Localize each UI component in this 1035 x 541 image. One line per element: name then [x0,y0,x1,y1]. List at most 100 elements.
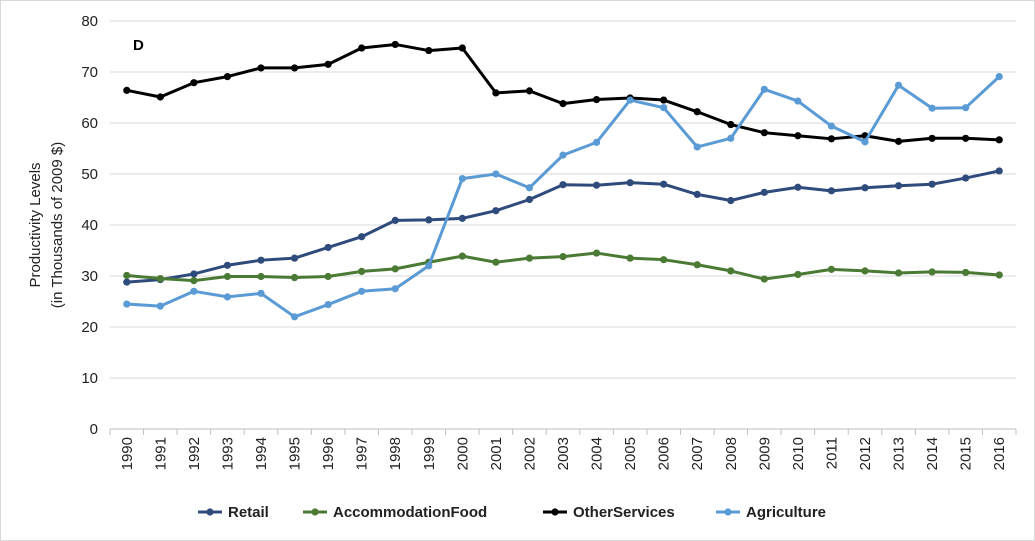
data-point [223,261,232,269]
data-point [391,265,399,273]
data-point [727,134,735,142]
data-point [525,254,534,262]
y-axis-label-line1: Productivity Levels [27,162,44,287]
data-point [391,216,399,225]
data-point [190,287,198,295]
legend-label: OtherServices [573,504,675,521]
data-point [928,134,936,142]
x-tick-label: 2011 [823,437,840,469]
y-tick-label: 30 [81,268,98,285]
data-point [660,180,668,188]
data-point [425,46,433,55]
data-point [727,120,735,129]
data-point [660,96,668,104]
data-point [794,132,802,140]
legend: Retail AccommodationFood OtherServices Agri… [198,504,826,521]
legend-swatch-marker [724,508,732,516]
data-point [492,170,500,178]
x-tick-label: 2003 [555,437,572,470]
x-tick-label: 2005 [622,437,639,470]
data-point [458,44,466,52]
data-point [525,184,534,192]
data-point [358,287,366,295]
data-point [290,64,299,72]
x-tick-label: 2013 [891,437,908,470]
y-tick-label: 0 [90,421,98,438]
data-point [861,267,869,275]
data-point [693,190,701,198]
y-axis-label: Productivity Levels (in Thousands of 200… [27,142,66,309]
data-point [458,252,466,260]
y-axis-ticks: 0 10 20 30 40 50 60 70 80 [81,13,98,438]
x-tick-label: 2000 [454,437,471,470]
data-point [693,261,701,269]
data-point [592,181,601,189]
series-lines [123,40,1003,321]
x-tick-label: 2012 [857,437,874,470]
series-line [126,42,1000,143]
y-tick-label: 20 [81,319,98,336]
data-point [492,207,500,215]
data-point [525,87,534,95]
series-agriculture [123,72,1003,321]
data-point [995,271,1003,279]
data-point [827,122,836,130]
data-point [794,183,802,191]
x-tick-label: 1993 [219,437,236,470]
data-point [827,187,836,195]
data-point [223,293,232,301]
data-point [760,275,768,283]
x-tick-label: 2010 [790,437,807,470]
legend-label: AccommodationFood [333,504,487,521]
legend-swatch-marker [551,508,559,516]
data-point [928,104,936,112]
series-line [126,75,1001,319]
data-point [223,272,232,281]
data-point [626,179,634,187]
x-tick-label: 1994 [253,437,270,470]
data-point [257,289,265,297]
data-point [727,196,735,205]
legend-item-accommodationfood: AccommodationFood [303,504,487,521]
y-tick-label: 40 [81,217,98,234]
data-point [290,313,299,321]
x-tick-label: 2001 [488,437,505,470]
data-point [425,262,433,270]
data-point [257,272,265,281]
data-point [324,60,332,68]
data-point [660,104,668,112]
legend-label: Agriculture [746,504,826,521]
x-axis: 1990 1991 1992 1993 1994 1995 1996 1997 1998 1999… [109,429,1017,470]
legend-label: Retail [228,504,269,521]
data-point [358,44,366,52]
panel-label: D [133,37,144,54]
gridlines [110,20,1016,430]
x-tick-label: 2008 [723,437,740,470]
data-point [861,184,869,192]
data-point [995,167,1003,175]
data-point [995,136,1003,144]
x-tick-label: 2016 [991,437,1008,470]
y-tick-label: 70 [81,64,98,81]
x-tick-label: 1992 [186,437,203,470]
data-point [458,214,466,222]
data-point [660,256,668,264]
data-point [559,100,567,108]
data-point [928,180,936,188]
data-point [760,188,768,196]
data-point [894,269,903,277]
data-point [962,134,970,142]
x-tick-label: 1997 [354,437,371,470]
y-tick-label: 60 [81,115,98,132]
data-point [794,270,802,279]
x-tick-label: 1991 [152,437,169,470]
legend-swatch-marker [206,508,214,516]
data-point [592,249,601,257]
data-point [693,143,701,151]
data-point [391,40,399,49]
data-point [358,267,366,276]
data-point [760,129,768,137]
x-tick-label: 2015 [958,437,975,470]
x-tick-label: 1998 [387,437,404,470]
